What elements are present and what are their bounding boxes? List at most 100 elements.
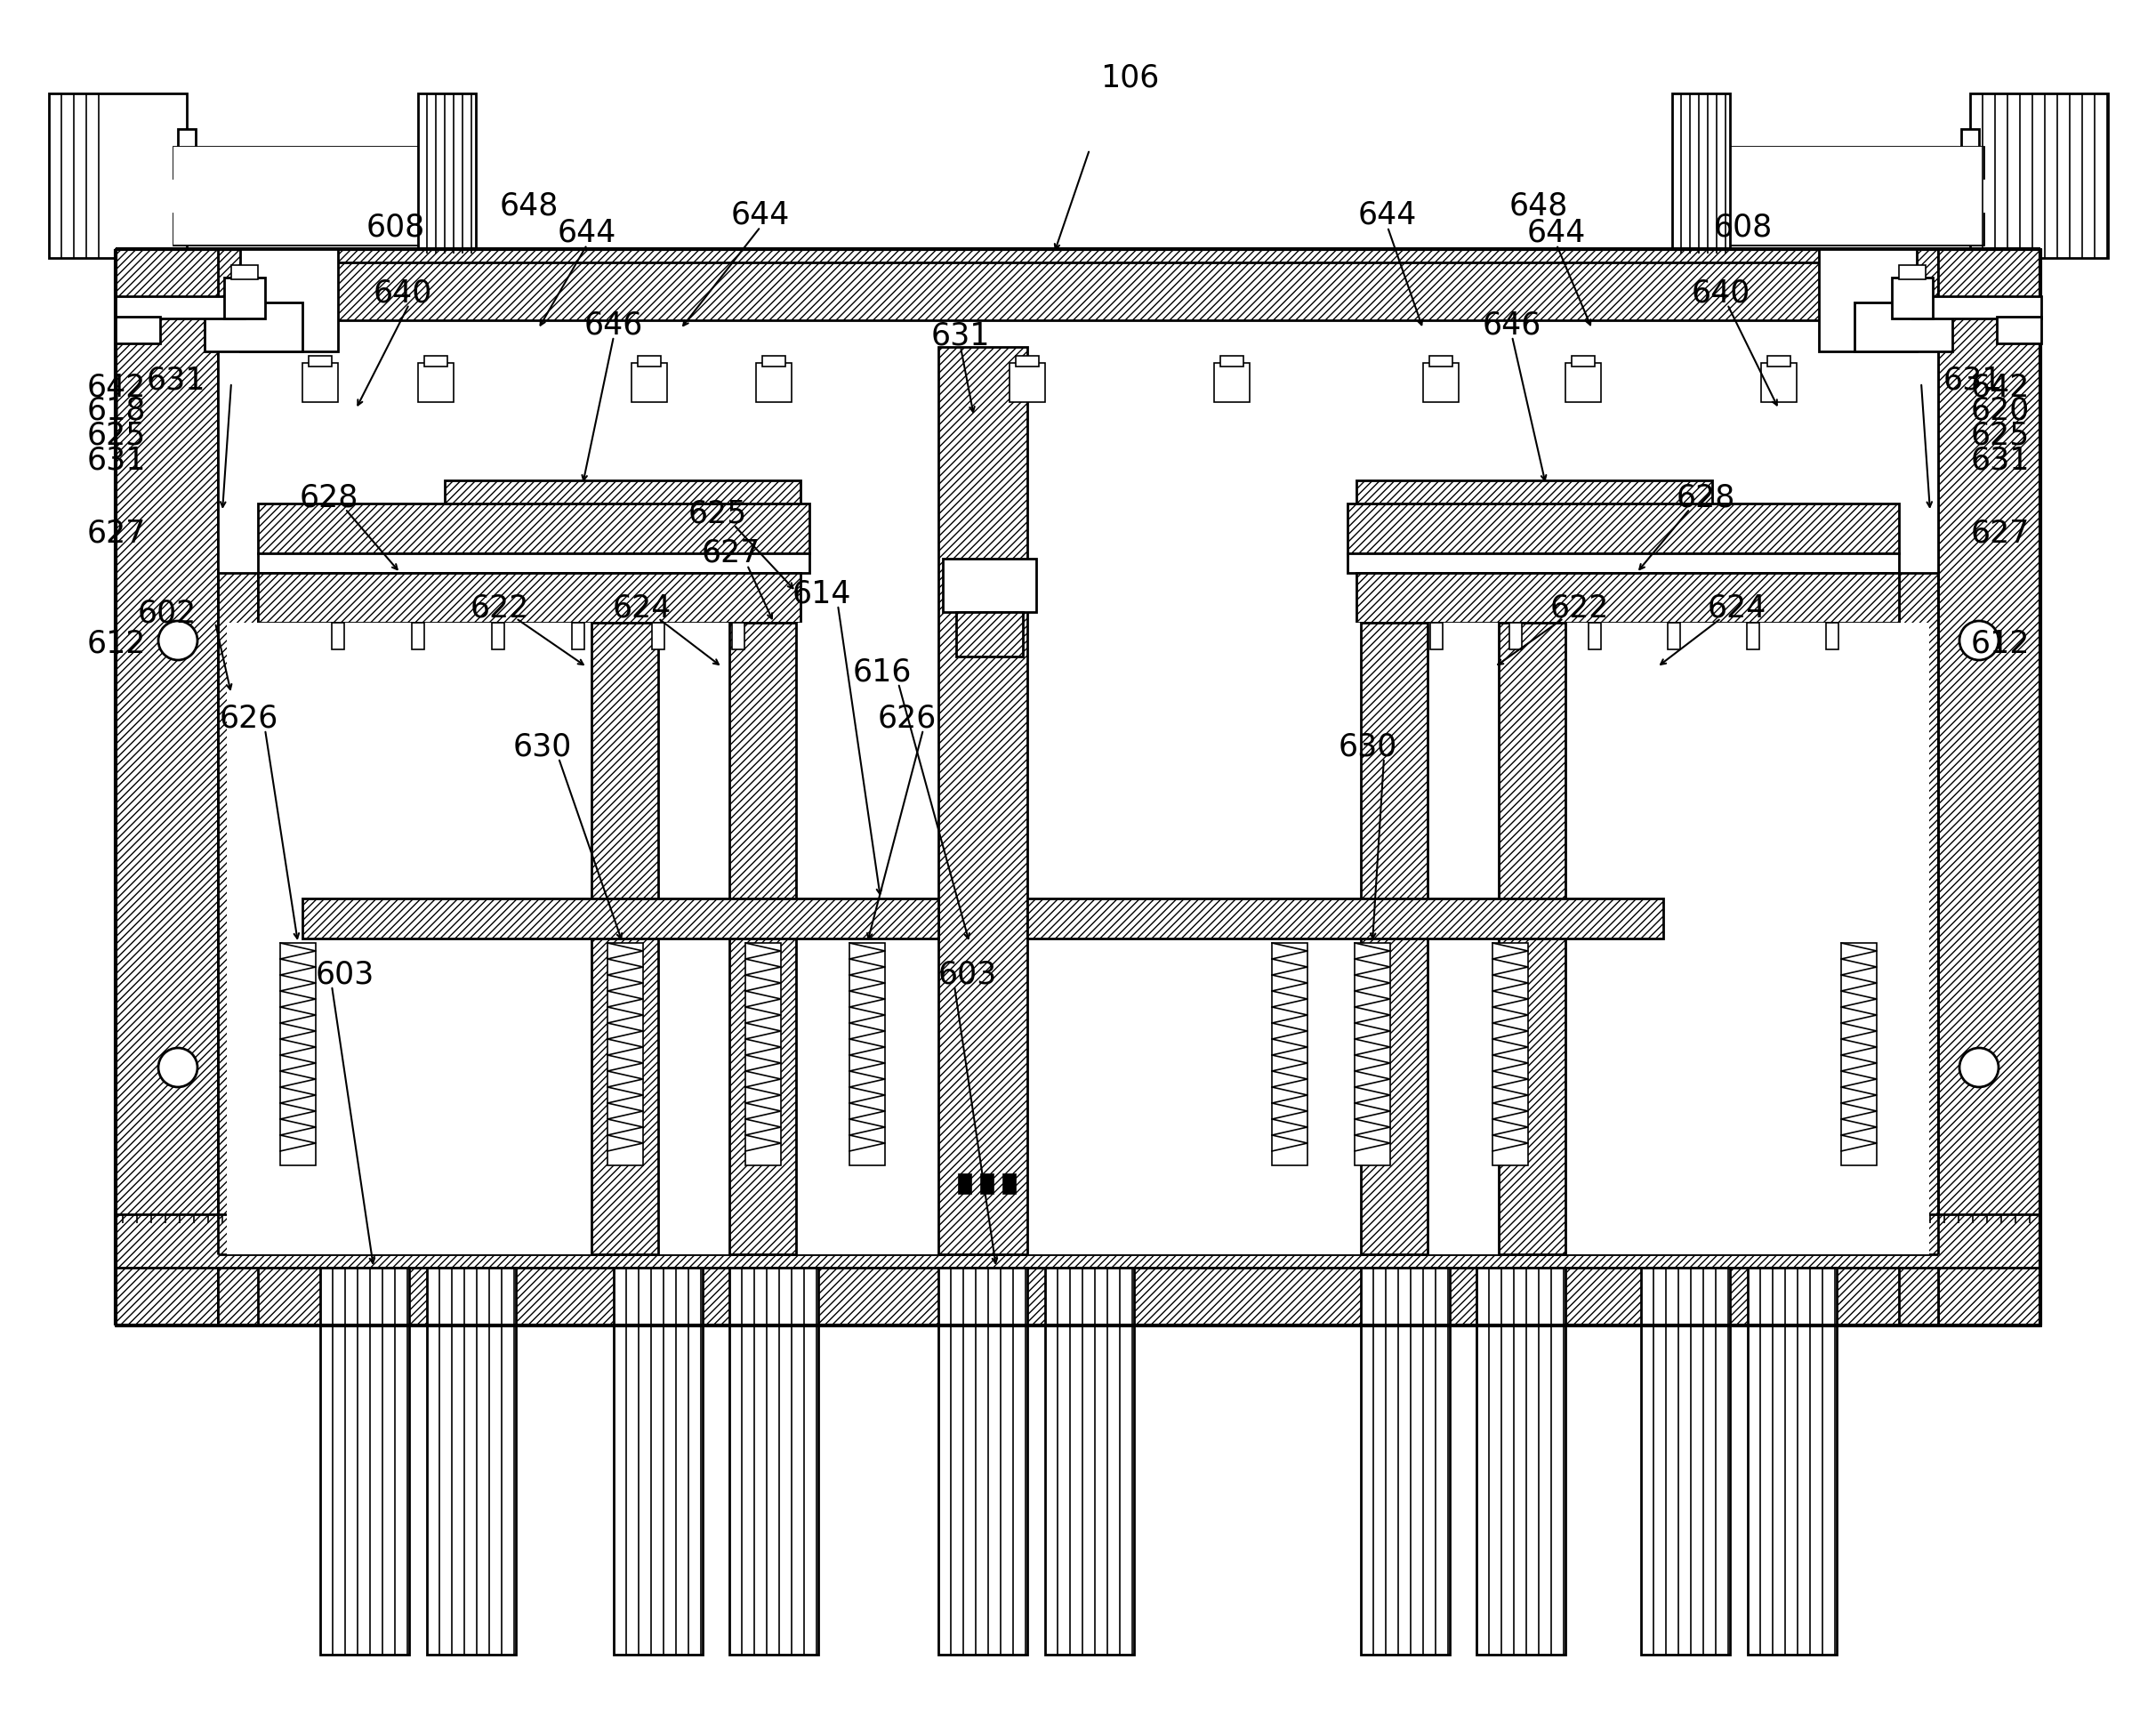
Bar bbox=[412, 623, 425, 649]
Bar bbox=[1971, 93, 2109, 257]
Bar bbox=[1826, 623, 1839, 649]
Polygon shape bbox=[1356, 480, 1712, 503]
Bar bbox=[1343, 477, 1912, 503]
Bar bbox=[172, 213, 427, 245]
Bar bbox=[638, 355, 662, 367]
Bar bbox=[492, 623, 505, 649]
Text: 624: 624 bbox=[1708, 592, 1766, 623]
Bar bbox=[308, 355, 332, 367]
Bar bbox=[1026, 939, 1662, 1254]
Bar bbox=[1641, 1268, 1729, 1654]
Bar bbox=[1565, 364, 1602, 402]
Text: 631: 631 bbox=[147, 366, 205, 396]
Text: 642: 642 bbox=[86, 372, 147, 402]
Text: 626: 626 bbox=[220, 704, 278, 734]
Bar bbox=[116, 1215, 2040, 1268]
Polygon shape bbox=[259, 503, 808, 553]
Bar bbox=[179, 129, 196, 223]
Text: 612: 612 bbox=[1971, 630, 2029, 659]
Bar bbox=[1673, 93, 1729, 254]
Bar bbox=[1492, 944, 1529, 1165]
Polygon shape bbox=[1360, 623, 1427, 1254]
Polygon shape bbox=[1938, 347, 2040, 1325]
Bar bbox=[224, 278, 265, 319]
Bar bbox=[205, 302, 302, 352]
Bar bbox=[981, 1174, 994, 1194]
Bar bbox=[1220, 355, 1244, 367]
Bar bbox=[427, 1268, 515, 1654]
Polygon shape bbox=[1026, 899, 1662, 939]
Text: 631: 631 bbox=[1971, 446, 2029, 475]
Bar bbox=[1572, 355, 1595, 367]
Bar bbox=[942, 559, 1037, 613]
Polygon shape bbox=[218, 573, 259, 1325]
Bar bbox=[302, 364, 338, 402]
Bar bbox=[938, 1268, 1026, 1654]
Bar bbox=[226, 623, 1930, 1254]
Bar bbox=[632, 364, 666, 402]
Polygon shape bbox=[302, 899, 938, 939]
Polygon shape bbox=[1938, 249, 2040, 1325]
Bar bbox=[321, 1268, 410, 1654]
Text: 648: 648 bbox=[500, 190, 558, 221]
Text: 624: 624 bbox=[612, 592, 673, 623]
Bar bbox=[1509, 623, 1522, 649]
Bar bbox=[1003, 1174, 1015, 1194]
Bar bbox=[1841, 944, 1876, 1165]
Text: 620: 620 bbox=[1971, 396, 2029, 426]
Polygon shape bbox=[1938, 249, 2040, 1325]
Text: 631: 631 bbox=[931, 321, 990, 352]
Bar bbox=[763, 355, 785, 367]
Polygon shape bbox=[239, 263, 1917, 352]
Bar bbox=[259, 553, 808, 573]
Text: 608: 608 bbox=[1714, 211, 1772, 242]
Polygon shape bbox=[218, 249, 1938, 321]
Bar bbox=[418, 364, 453, 402]
Bar bbox=[250, 477, 819, 503]
Polygon shape bbox=[444, 480, 800, 503]
Polygon shape bbox=[218, 1254, 1938, 1325]
Text: 630: 630 bbox=[513, 733, 571, 762]
Bar bbox=[1589, 623, 1602, 649]
Bar bbox=[1348, 553, 1899, 573]
Text: 644: 644 bbox=[558, 218, 617, 249]
Text: 627: 627 bbox=[1971, 518, 2029, 549]
Polygon shape bbox=[729, 623, 796, 1254]
Bar bbox=[1015, 355, 1039, 367]
Bar bbox=[895, 417, 1022, 559]
Bar bbox=[1996, 317, 2042, 343]
Text: 630: 630 bbox=[1339, 733, 1397, 762]
Bar bbox=[746, 944, 780, 1165]
Bar bbox=[757, 364, 791, 402]
Polygon shape bbox=[591, 623, 658, 1254]
Text: 631: 631 bbox=[1943, 366, 2003, 396]
Text: 618: 618 bbox=[86, 396, 147, 426]
Polygon shape bbox=[1498, 623, 1565, 1254]
Bar bbox=[116, 297, 244, 319]
Bar bbox=[1729, 148, 1984, 178]
Polygon shape bbox=[1348, 503, 1899, 553]
Text: 614: 614 bbox=[791, 578, 852, 609]
Bar bbox=[172, 148, 427, 178]
Text: 644: 644 bbox=[1358, 201, 1416, 230]
Bar bbox=[218, 321, 1938, 1254]
Text: 644: 644 bbox=[731, 201, 789, 230]
Bar bbox=[959, 1174, 970, 1194]
Bar bbox=[1761, 364, 1796, 402]
Bar bbox=[1746, 623, 1759, 649]
Bar bbox=[1899, 264, 1925, 280]
Bar bbox=[218, 321, 1938, 1254]
Bar bbox=[571, 623, 584, 649]
Bar bbox=[1729, 213, 1984, 245]
Text: 640: 640 bbox=[373, 278, 433, 309]
Text: 631: 631 bbox=[86, 446, 147, 475]
Bar bbox=[332, 623, 345, 649]
Text: 625: 625 bbox=[688, 499, 748, 529]
Bar bbox=[651, 623, 664, 649]
Text: 640: 640 bbox=[1692, 278, 1751, 309]
Bar bbox=[1669, 623, 1680, 649]
Text: 627: 627 bbox=[86, 518, 147, 549]
Text: 622: 622 bbox=[470, 592, 530, 623]
Text: 646: 646 bbox=[584, 309, 642, 340]
Bar bbox=[608, 944, 642, 1165]
